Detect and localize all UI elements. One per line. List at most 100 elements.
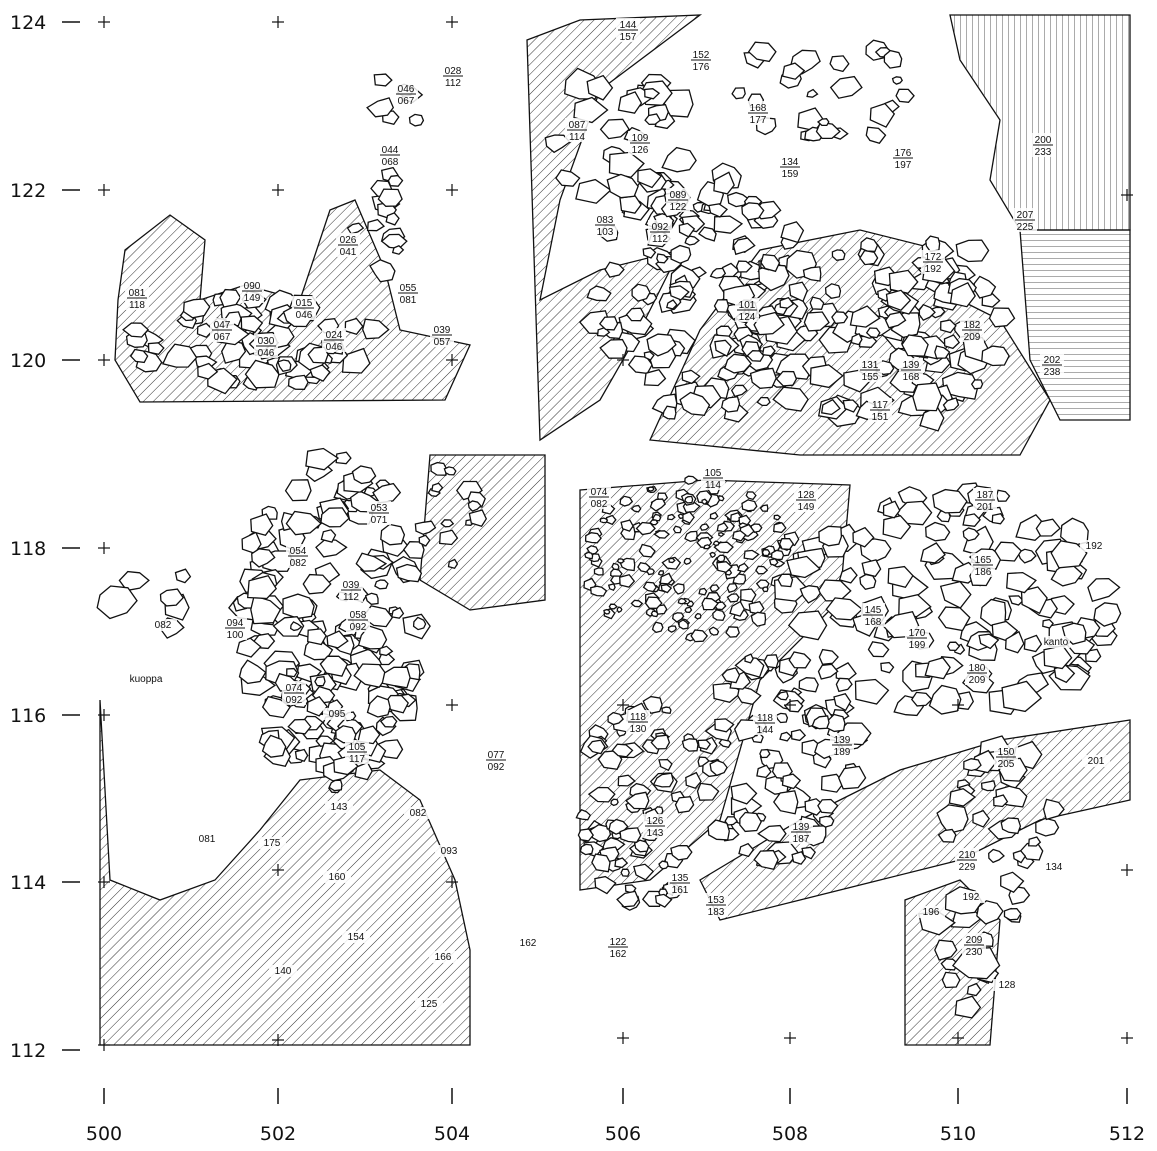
- stone: [850, 332, 863, 346]
- x-label: 508: [772, 1123, 808, 1145]
- label-bottom: 187: [793, 834, 810, 845]
- label-bottom: 233: [1035, 147, 1052, 158]
- label-bg: [193, 833, 221, 845]
- stone: [679, 391, 711, 416]
- stone: [713, 299, 730, 313]
- label-bg: [993, 979, 1021, 991]
- stone: [707, 819, 730, 841]
- stone: [934, 939, 958, 961]
- stone: [713, 171, 735, 195]
- stone: [790, 728, 807, 742]
- label-top: 015: [296, 298, 313, 309]
- label-bottom: 199: [909, 640, 926, 651]
- stone: [966, 982, 982, 997]
- label: 140: [275, 966, 292, 977]
- stone: [818, 525, 843, 547]
- label: 162: [520, 938, 537, 949]
- stone: [713, 215, 744, 234]
- stone: [620, 519, 634, 532]
- label-top: 122: [610, 937, 627, 948]
- stone: [788, 281, 809, 303]
- label-bg: [325, 801, 353, 813]
- stone: [809, 296, 825, 310]
- stone: [955, 239, 990, 263]
- stone: [801, 846, 817, 860]
- stone: [320, 529, 337, 543]
- stone: [716, 554, 726, 563]
- stone: [761, 345, 776, 357]
- stone: [910, 691, 933, 707]
- stone: [714, 339, 732, 358]
- stone: [709, 267, 727, 279]
- stone: [380, 523, 406, 546]
- stone: [285, 510, 322, 536]
- stone: [261, 734, 287, 758]
- stone: [788, 651, 812, 669]
- stone: [713, 541, 734, 554]
- stone: [467, 500, 482, 512]
- stone: [809, 364, 844, 389]
- stone: [685, 771, 702, 789]
- label-top: 165: [975, 555, 992, 566]
- stone: [994, 541, 1023, 562]
- label-top: 026: [340, 235, 357, 246]
- label-bg: [917, 906, 945, 918]
- stone: [756, 764, 772, 779]
- label-top: 145: [865, 605, 882, 616]
- stone: [716, 522, 729, 533]
- label-bg: [258, 837, 286, 849]
- label-top: 134: [782, 157, 799, 168]
- label-bg: [323, 871, 351, 883]
- stone: [962, 527, 980, 542]
- stone: [96, 585, 138, 620]
- label-bg: [435, 845, 463, 857]
- stone: [936, 804, 969, 835]
- stone: [373, 73, 393, 87]
- stone: [573, 96, 609, 124]
- stone: [305, 447, 340, 471]
- stone: [1050, 540, 1088, 569]
- stone: [447, 558, 459, 570]
- stone: [1087, 577, 1121, 602]
- label-top: 139: [903, 360, 920, 371]
- stone: [282, 593, 315, 620]
- stone: [925, 235, 941, 253]
- label: 128: [999, 980, 1016, 991]
- stone: [617, 774, 636, 787]
- stone: [196, 322, 215, 338]
- label-bottom: 162: [610, 949, 627, 960]
- stone: [654, 893, 673, 908]
- stone: [712, 609, 726, 621]
- stone: [1006, 571, 1037, 594]
- stone: [949, 281, 976, 308]
- label-bottom: 103: [597, 227, 614, 238]
- label-bottom: 041: [340, 247, 357, 258]
- label-top: 168: [750, 103, 767, 114]
- stone: [865, 327, 881, 339]
- stone: [869, 102, 896, 128]
- stone: [744, 653, 754, 664]
- stone: [787, 610, 828, 641]
- stone: [575, 809, 592, 821]
- label-bottom: 130: [630, 724, 647, 735]
- stone: [579, 843, 594, 856]
- stone: [591, 853, 611, 873]
- stone: [759, 748, 771, 759]
- stone: [620, 526, 636, 541]
- label-top: 180: [969, 663, 986, 674]
- label-top: 089: [670, 190, 687, 201]
- stone: [779, 296, 795, 309]
- grid-crosses: [98, 16, 1133, 1051]
- stone: [709, 511, 719, 520]
- stone: [703, 544, 712, 550]
- stone: [770, 549, 785, 561]
- stone: [837, 765, 867, 790]
- stone: [743, 549, 760, 561]
- stone: [236, 637, 262, 658]
- stone: [277, 359, 292, 373]
- stone: [898, 593, 932, 618]
- stone: [761, 586, 769, 593]
- stone: [603, 608, 611, 615]
- stone: [729, 600, 746, 617]
